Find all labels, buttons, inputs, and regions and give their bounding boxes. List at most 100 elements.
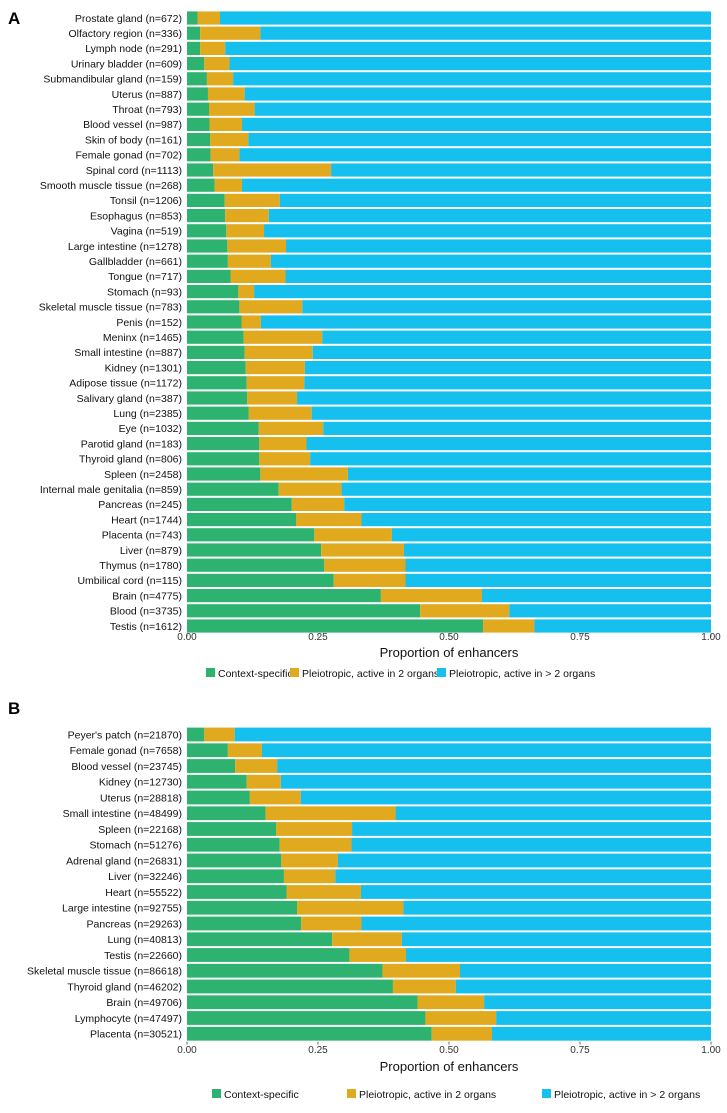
bar-segment-b-18-s2: [496, 1011, 711, 1025]
bar-segment-a-36-s2: [405, 558, 711, 572]
bar-segment-a-7-s0: [187, 117, 210, 131]
bar-segment-a-31-s0: [187, 482, 279, 496]
category-label: Peyer's patch (n=21870): [68, 729, 182, 741]
bar-segment-a-11-s2: [242, 178, 711, 192]
bar-segment-a-15-s0: [187, 239, 228, 253]
category-label: Thyroid gland (n=806): [79, 454, 182, 466]
bar-segment-a-16-s1: [227, 254, 271, 268]
category-label: Lymph node (n=291): [85, 43, 182, 55]
bar-segment-a-21-s2: [322, 330, 711, 344]
category-label: Tongue (n=717): [108, 271, 182, 283]
bar-segment-b-2-s1: [235, 759, 278, 773]
bar-segment-a-37-s1: [333, 573, 406, 587]
x-tick-label: 0.75: [570, 1045, 590, 1056]
bar-segment-a-25-s2: [297, 391, 711, 405]
bar-segment-a-26-s1: [248, 406, 312, 420]
bar-segment-b-16-s0: [187, 979, 393, 994]
bar-segment-b-3-s0: [187, 774, 247, 789]
bar-segment-b-7-s2: [351, 837, 711, 852]
bar-segment-a-20-s2: [260, 315, 711, 329]
bar-segment-a-11-s0: [187, 178, 215, 192]
bar-segment-b-13-s2: [401, 932, 711, 947]
bar-segment-b-6-s2: [352, 822, 711, 836]
bar-segment-a-7-s2: [242, 117, 711, 131]
legend-label: Pleiotropic, active in > 2 organs: [449, 668, 595, 680]
category-label: Olfactory region (n=336): [68, 28, 182, 40]
bar-segment-a-24-s1: [246, 376, 305, 390]
bar-segment-a-0-s1: [197, 11, 221, 25]
x-tick-label: 0.50: [439, 632, 459, 643]
bar-segment-a-10-s0: [187, 163, 214, 177]
bar-segment-a-2-s2: [225, 41, 711, 55]
category-label: Female gonad (n=7658): [70, 745, 182, 757]
bar-segment-b-4-s1: [249, 790, 301, 805]
bar-segment-b-12-s1: [301, 916, 362, 931]
bar-segment-b-18-s0: [187, 1011, 426, 1025]
bar-segment-a-6-s2: [254, 102, 711, 116]
bar-segment-a-8-s0: [187, 133, 211, 147]
category-label: Small intestine (n=887): [74, 347, 182, 359]
bar-segment-a-3-s2: [229, 57, 711, 71]
bar-segment-a-29-s2: [310, 452, 711, 466]
bar-segment-a-21-s1: [243, 330, 323, 344]
bar-segment-a-6-s1: [209, 102, 255, 116]
bar-segment-a-22-s1: [244, 345, 313, 359]
bar-segment-a-10-s2: [331, 163, 711, 177]
bar-segment-a-34-s0: [187, 528, 315, 542]
x-tick-label: 0.25: [308, 632, 328, 643]
bar-segment-a-34-s1: [314, 528, 392, 542]
bar-segment-a-9-s2: [239, 148, 711, 162]
legend-label: Context-specific: [218, 668, 293, 680]
category-label: Stomach (n=93): [107, 286, 182, 298]
bar-segment-b-19-s2: [491, 1026, 711, 1041]
bar-segment-b-12-s2: [361, 916, 711, 931]
category-label: Spleen (n=22168): [98, 824, 182, 836]
category-label: Esophagus (n=853): [90, 210, 182, 222]
bar-segment-b-8-s2: [337, 853, 711, 868]
bar-segment-b-4-s0: [187, 790, 250, 805]
bar-segment-a-7-s1: [209, 117, 243, 131]
bar-segment-b-15-s2: [460, 963, 711, 978]
bar-segment-a-30-s2: [347, 467, 711, 481]
category-label: Pancreas (n=29263): [87, 918, 182, 930]
bar-segment-a-31-s2: [341, 482, 711, 496]
bar-segment-a-9-s0: [187, 148, 211, 162]
category-label: Lymphocyte (n=47497): [75, 1013, 182, 1025]
bar-segment-b-1-s0: [187, 743, 228, 758]
bar-segment-a-39-s1: [420, 604, 510, 618]
bar-segment-a-28-s0: [187, 437, 260, 451]
bar-segment-b-16-s1: [392, 979, 456, 994]
bar-segment-a-23-s1: [245, 361, 305, 375]
bar-segment-a-8-s1: [210, 133, 249, 147]
bar-segment-a-1-s0: [187, 26, 201, 40]
bar-segment-a-28-s2: [306, 437, 711, 451]
bar-segment-a-11-s1: [214, 178, 243, 192]
bar-segment-b-17-s2: [484, 995, 711, 1010]
bar-segment-a-5-s0: [187, 87, 208, 101]
bar-segment-b-2-s2: [277, 759, 711, 773]
bar-segment-b-15-s0: [187, 963, 383, 978]
category-label: Throat (n=793): [112, 104, 182, 116]
bar-segment-b-7-s1: [279, 837, 352, 852]
bar-segment-a-26-s2: [311, 406, 711, 420]
bar-segment-a-33-s1: [295, 513, 362, 527]
category-label: Kidney (n=1301): [105, 362, 182, 374]
bar-segment-a-20-s1: [241, 315, 261, 329]
bar-segment-a-15-s2: [286, 239, 711, 253]
legend-label: Context-specific: [224, 1089, 299, 1101]
bar-segment-b-13-s0: [187, 932, 333, 947]
bar-segment-a-5-s1: [207, 87, 245, 101]
bar-segment-b-15-s1: [382, 963, 461, 978]
category-label: Testis (n=1612): [110, 621, 182, 633]
category-label: Salivary gland (n=387): [77, 393, 182, 405]
bar-segment-b-17-s1: [417, 995, 485, 1010]
bar-segment-b-3-s1: [246, 774, 281, 789]
bar-segment-a-12-s1: [224, 193, 280, 207]
bar-segment-a-2-s0: [187, 41, 201, 55]
category-label: Adrenal gland (n=26831): [66, 855, 182, 867]
category-label: Tonsil (n=1206): [110, 195, 182, 207]
category-label: Urinary bladder (n=609): [71, 58, 182, 70]
bar-segment-a-33-s0: [187, 513, 296, 527]
bar-segment-a-32-s1: [291, 497, 345, 511]
bar-segment-a-19-s0: [187, 300, 240, 314]
